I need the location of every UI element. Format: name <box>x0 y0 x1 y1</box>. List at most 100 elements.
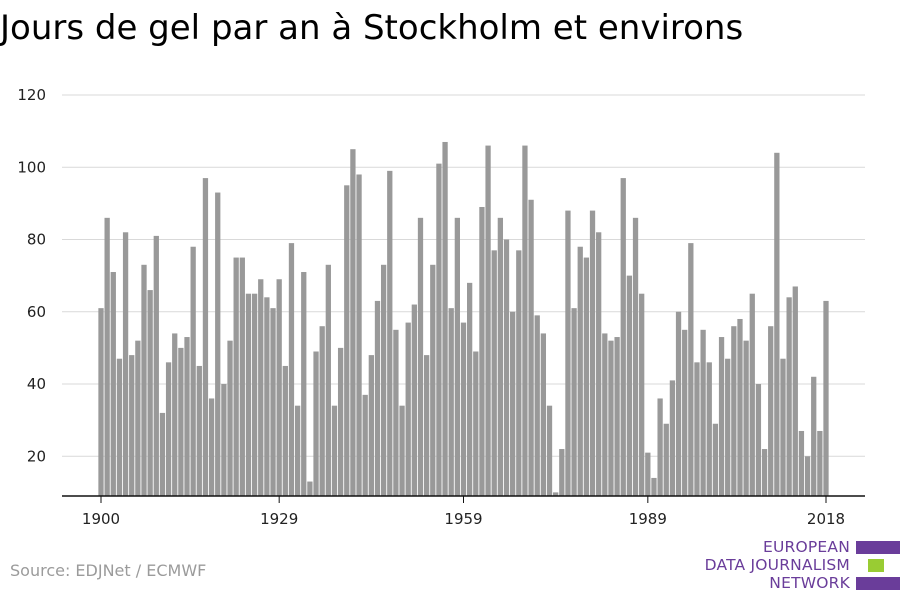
bar <box>675 311 682 496</box>
y-tick-label: 20 <box>27 447 46 465</box>
x-tick-label: 1929 <box>260 510 298 528</box>
bar <box>571 308 577 496</box>
bar <box>491 250 497 496</box>
bar <box>596 232 602 496</box>
bar <box>583 257 590 496</box>
x-tick-label: 1959 <box>444 510 482 528</box>
bar <box>663 423 669 496</box>
bar <box>761 449 768 496</box>
bar <box>442 141 448 496</box>
bar <box>245 293 252 496</box>
bar <box>522 145 528 496</box>
bar <box>135 340 141 496</box>
x-tick-label: 1900 <box>82 510 120 528</box>
bar <box>331 405 338 496</box>
bar <box>141 264 147 496</box>
bar <box>792 286 798 496</box>
bar <box>602 333 608 496</box>
bar <box>233 257 239 496</box>
logo-bar <box>856 541 900 554</box>
bars <box>98 141 829 497</box>
bar <box>116 358 123 496</box>
bar <box>786 297 792 496</box>
x-tick-label: 2018 <box>807 510 845 528</box>
frost-days-bar-chart: 20 40 60 80 100 120 1900 1929 1959 1989 2018 <box>17 86 865 528</box>
bar <box>362 394 368 496</box>
bar <box>393 329 399 496</box>
bar <box>436 163 442 496</box>
bar <box>399 405 405 496</box>
bar <box>534 315 540 496</box>
bar <box>645 452 651 496</box>
bar <box>184 337 190 496</box>
bar <box>104 217 110 496</box>
y-tick-label: 80 <box>27 231 46 249</box>
bar <box>294 405 301 496</box>
bar <box>651 477 657 496</box>
bar <box>479 206 485 496</box>
bar <box>405 322 411 496</box>
bar <box>516 250 522 496</box>
bar <box>817 430 823 496</box>
bar <box>731 326 737 496</box>
bar <box>528 199 534 497</box>
bar <box>153 235 159 496</box>
bar <box>190 246 196 496</box>
bar <box>98 308 104 496</box>
bar <box>239 257 245 496</box>
bar <box>122 232 129 496</box>
y-tick-label: 120 <box>17 86 46 104</box>
bar <box>159 412 166 496</box>
bar <box>288 243 295 496</box>
bar <box>110 272 116 496</box>
bar <box>270 308 276 496</box>
x-tick-label: 1989 <box>629 510 667 528</box>
bar <box>215 192 221 497</box>
bar <box>553 492 559 496</box>
bar <box>780 358 786 496</box>
logo-line: EUROPEAN <box>762 538 850 556</box>
bar <box>417 217 424 496</box>
bar <box>387 170 393 496</box>
bar <box>337 347 344 496</box>
bar <box>276 279 282 496</box>
logo-line: NETWORK <box>769 574 850 592</box>
bar <box>755 384 762 496</box>
bar <box>430 264 436 496</box>
bar <box>565 210 571 496</box>
bar <box>559 449 565 496</box>
bar <box>577 246 583 496</box>
bar <box>258 279 264 496</box>
bar <box>682 329 688 496</box>
bar <box>380 264 387 496</box>
bar <box>768 326 774 496</box>
bar <box>325 264 331 496</box>
bar <box>221 384 227 496</box>
bar <box>620 178 626 496</box>
bar <box>307 481 313 496</box>
bar <box>454 217 460 496</box>
bar <box>178 347 184 496</box>
bar <box>669 380 676 496</box>
y-tick-label: 40 <box>27 375 46 393</box>
bar <box>743 340 749 496</box>
bar <box>774 152 780 496</box>
y-tick-label: 60 <box>27 303 46 321</box>
bar <box>313 351 319 496</box>
bar <box>282 365 288 496</box>
logo-line: DATA JOURNALISM <box>704 556 850 574</box>
bar <box>811 376 817 496</box>
bar <box>467 282 473 496</box>
bar <box>589 210 596 496</box>
bar <box>749 293 755 496</box>
edjnet-logo[interactable]: EUROPEAN DATA JOURNALISM NETWORK <box>700 538 900 594</box>
bar <box>448 308 454 496</box>
bar <box>208 398 215 496</box>
bar <box>510 311 516 496</box>
bar <box>546 405 553 496</box>
bar <box>614 337 620 496</box>
bar <box>700 329 706 496</box>
bar <box>227 340 233 496</box>
bar <box>694 362 700 496</box>
bar <box>503 239 510 496</box>
